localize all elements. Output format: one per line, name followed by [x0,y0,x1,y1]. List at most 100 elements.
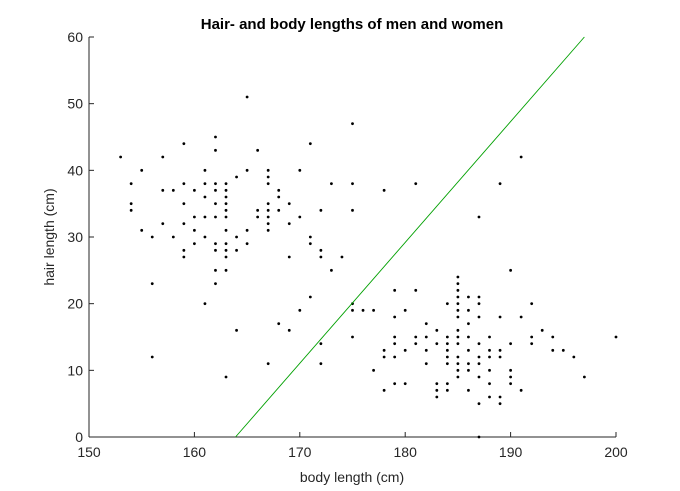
data-point [519,315,523,319]
data-point [509,342,512,346]
data-point [319,342,323,346]
data-point [266,215,270,219]
data-point [182,142,186,146]
data-point [224,195,228,199]
data-point [298,168,302,172]
data-point [456,375,460,379]
data-point [224,375,228,379]
data-point [445,342,449,346]
data-point [245,228,249,232]
data-point [235,328,238,332]
data-point [467,362,470,366]
data-point [308,295,312,299]
data-point [498,182,502,186]
y-axis-label: hair length (cm) [41,188,57,285]
data-point [308,235,312,239]
data-point [414,342,418,346]
y-tick-label: 0 [75,429,83,445]
data-point [456,295,460,299]
data-point [193,188,196,192]
data-point [214,268,217,272]
data-point [393,355,397,359]
data-point [224,188,228,192]
data-point [488,348,491,352]
data-point [182,182,186,186]
data-point [351,308,354,312]
data-point [266,182,270,186]
data-point [498,348,502,352]
y-tick-label: 20 [67,296,83,312]
data-point [266,362,270,366]
data-point [435,342,439,346]
data-point [445,388,449,392]
data-point [319,362,323,366]
data-point [287,202,291,206]
data-point [435,328,439,332]
data-point [519,155,523,159]
data-point [161,222,165,226]
data-point [382,188,386,192]
data-point [330,268,333,272]
data-point [308,242,312,246]
data-point [456,328,460,332]
data-point [445,355,449,359]
data-point [203,168,207,172]
data-point [203,195,207,199]
data-point [498,315,502,319]
data-point [561,348,565,352]
data-point [161,155,165,159]
data-point [150,282,154,286]
data-point [214,242,217,246]
data-point [277,188,281,192]
plot-area: 150 160 170 180 190 200 0 10 20 30 40 50 60 [67,29,627,460]
data-point [203,215,207,219]
data-point [445,362,449,366]
data-point [456,315,460,319]
data-point [456,342,460,346]
data-point [393,288,397,292]
data-point [456,335,460,339]
x-tick-label: 190 [499,444,523,460]
data-point [193,215,196,219]
data-point [245,242,249,246]
data-point [224,268,228,272]
y-tick-label: 10 [67,362,83,378]
data-point [477,435,481,439]
data-point [456,288,460,292]
data-point [498,395,502,399]
data-point [435,395,439,399]
data-point [203,235,207,239]
data-point [235,248,238,252]
x-tick-label: 150 [77,444,101,460]
data-point [477,215,481,219]
data-point [477,315,481,319]
x-tick-label: 160 [183,444,207,460]
data-point [129,202,133,206]
data-point [351,302,354,306]
data-point [193,228,196,232]
data-point [224,242,228,246]
data-point [551,348,555,352]
data-point [351,335,354,339]
data-point [445,302,449,306]
data-point [182,248,186,252]
data-point [519,388,523,392]
x-tick-label: 200 [604,444,628,460]
data-point [393,315,397,319]
data-point [509,375,512,379]
data-point [614,335,618,339]
data-point [287,328,291,332]
data-point [435,382,439,386]
data-point [224,248,228,252]
data-point [509,268,512,272]
data-point [214,188,217,192]
data-point [140,168,144,172]
data-point [530,335,534,339]
data-point [424,322,428,326]
data-point [424,348,428,352]
data-point [488,368,491,372]
data-point [382,355,386,359]
data-point [467,348,470,352]
data-point [351,122,354,126]
data-point [582,375,586,379]
